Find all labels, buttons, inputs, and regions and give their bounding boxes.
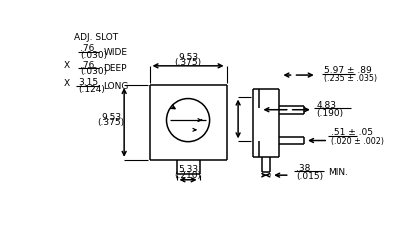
Text: WIDE: WIDE [103,48,127,57]
Text: 5.33: 5.33 [178,165,198,174]
Text: .38: .38 [296,164,310,173]
Text: (.235 ± .035): (.235 ± .035) [324,74,378,83]
Text: (.190): (.190) [317,109,344,118]
Text: X: X [63,79,70,88]
Text: MIN.: MIN. [328,168,348,177]
Text: 3.15: 3.15 [78,78,98,87]
Text: (.030): (.030) [80,51,107,60]
Text: 5.97 ± .89: 5.97 ± .89 [324,66,372,75]
Text: X: X [63,61,70,70]
Text: (.375): (.375) [98,118,125,127]
Text: 4.83: 4.83 [317,101,337,110]
Text: DEEP: DEEP [103,64,127,73]
Text: .51 ± .05: .51 ± .05 [330,128,372,137]
Text: (.015): (.015) [296,172,323,181]
Text: (.020 ± .002): (.020 ± .002) [330,137,384,146]
Text: (.210): (.210) [174,171,202,180]
Text: 9.53: 9.53 [178,53,198,62]
Text: ADJ. SLOT: ADJ. SLOT [74,33,118,42]
Text: 9.53: 9.53 [101,113,121,122]
Text: .76: .76 [80,44,95,53]
Text: (.375): (.375) [174,58,202,67]
Text: (.124): (.124) [78,85,105,94]
Text: LONG: LONG [103,82,129,91]
Text: (.030): (.030) [80,67,107,77]
Text: .76: .76 [80,61,95,70]
